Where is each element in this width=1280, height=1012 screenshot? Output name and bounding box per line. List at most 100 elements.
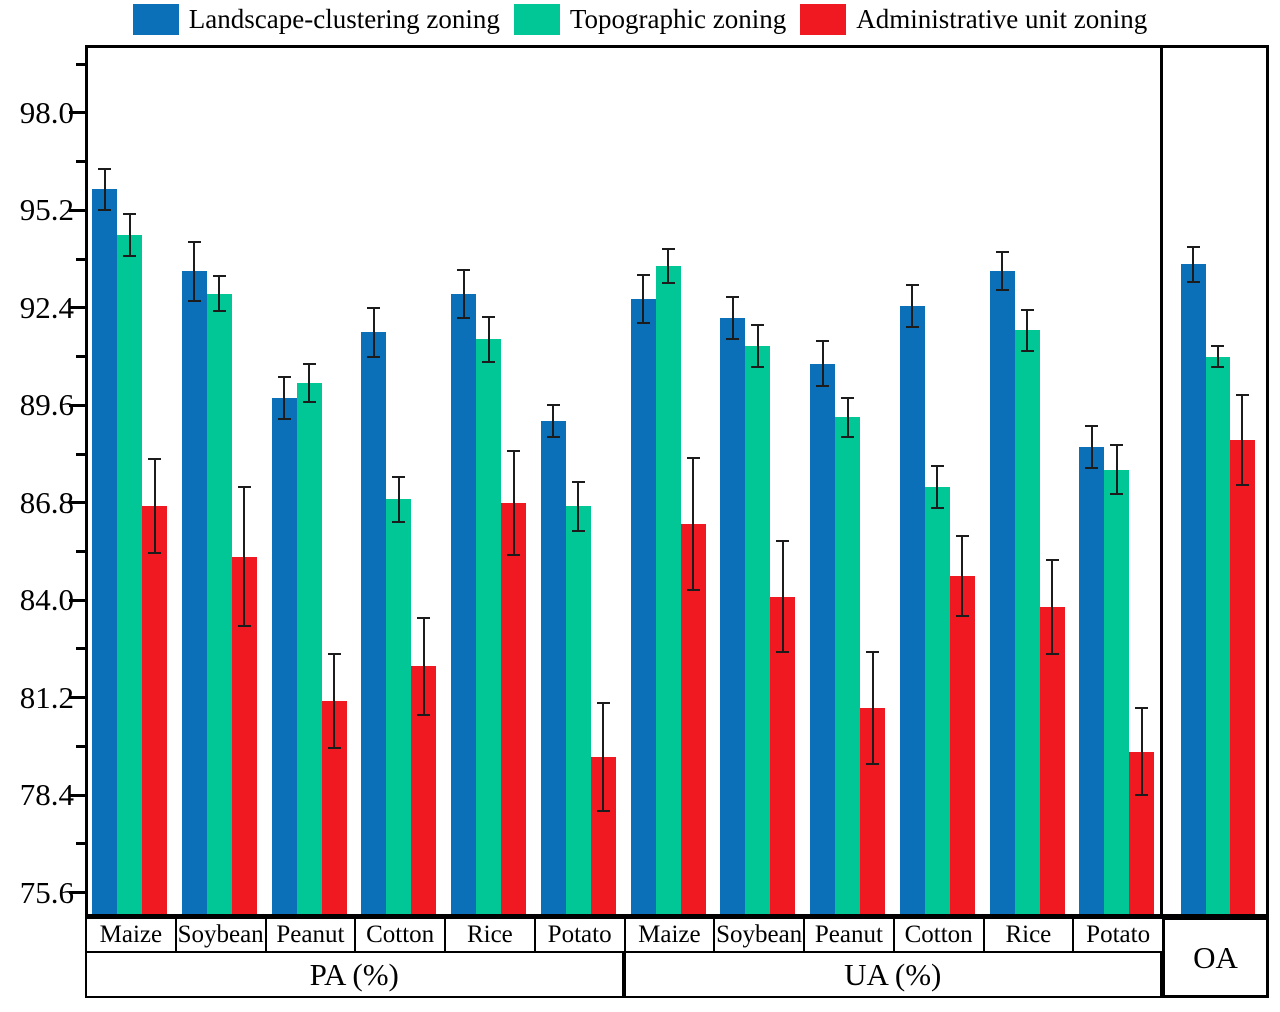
error-bar: [821, 340, 824, 387]
error-bar-cap: [995, 289, 1009, 292]
bar: [630, 299, 656, 917]
error-bar-cap: [1186, 245, 1200, 248]
error-bar: [218, 276, 221, 312]
error-bar: [193, 241, 196, 301]
y-tick-minor: [76, 647, 85, 651]
y-tick-major: [69, 403, 85, 407]
error-bar-cap: [636, 322, 650, 325]
error-bar: [333, 654, 335, 749]
error-bar-cap: [187, 299, 201, 302]
error-bar-cap: [507, 553, 520, 556]
bar: [271, 398, 297, 917]
legend-item-topographic: Topographic zoning: [513, 4, 787, 35]
bar: [386, 499, 412, 917]
bar: [1230, 440, 1255, 917]
bar: [835, 417, 860, 917]
error-bar: [283, 377, 285, 420]
y-tick-minor: [76, 355, 85, 359]
y-tick-label: 89.6: [19, 387, 74, 423]
bar: [1205, 356, 1230, 917]
error-bar-cap: [546, 404, 560, 407]
error-bar-cap: [212, 310, 226, 313]
category-cell: Maize: [85, 917, 177, 953]
bar: [1014, 330, 1040, 917]
error-bar: [667, 248, 669, 284]
error-bar-cap: [1110, 444, 1124, 447]
category-cell: Maize: [623, 917, 716, 953]
y-tick-label: 75.6: [19, 874, 74, 910]
bar: [720, 318, 746, 917]
error-bar: [692, 457, 694, 590]
error-bar: [1090, 426, 1093, 468]
chart-legend: Landscape-clustering zoning Topographic …: [0, 4, 1280, 35]
error-bar-cap: [148, 552, 161, 555]
error-bar: [1001, 252, 1003, 291]
error-bar: [1140, 708, 1143, 796]
error-bar-cap: [123, 254, 136, 257]
error-bar-cap: [661, 247, 675, 250]
error-bar-cap: [1211, 365, 1225, 368]
error-bar-cap: [955, 534, 969, 537]
bar: [899, 306, 925, 917]
bar: [810, 363, 835, 917]
error-bar-cap: [302, 362, 316, 365]
error-bar-cap: [686, 456, 700, 459]
error-bar-cap: [816, 339, 829, 342]
y-tick-minor: [76, 549, 85, 553]
legend-swatch-topographic-icon: [513, 4, 560, 35]
y-tick-label: 86.8: [19, 484, 74, 520]
bar: [361, 332, 387, 917]
y-tick-major: [69, 891, 85, 895]
y-tick-label: 98.0: [19, 94, 74, 130]
bar: [745, 346, 771, 917]
error-bar-cap: [751, 324, 765, 327]
plot-main: [85, 45, 1162, 917]
category-cell: Peanut: [264, 917, 357, 953]
error-bar: [128, 213, 131, 256]
bar: [501, 502, 526, 917]
error-bar: [756, 325, 759, 367]
error-bar-cap: [123, 212, 136, 215]
error-bar-cap: [1085, 425, 1099, 428]
error-bar: [243, 487, 246, 627]
error-bar-cap: [1045, 653, 1059, 656]
category-cell: Soybean: [713, 917, 805, 953]
error-bar-cap: [392, 475, 406, 478]
category-cell: Potato: [1072, 917, 1164, 953]
error-bar-cap: [1085, 466, 1099, 469]
error-bar: [846, 398, 849, 437]
bar: [540, 420, 566, 917]
y-tick-minor: [76, 62, 85, 66]
y-tick-major: [69, 793, 85, 797]
y-tick-major: [69, 111, 85, 115]
y-tick-label: 78.4: [19, 777, 74, 813]
error-bar: [936, 466, 939, 508]
error-bar: [961, 535, 964, 616]
plot-oa: [1162, 45, 1269, 917]
error-bar-cap: [1235, 484, 1249, 487]
error-bar: [103, 168, 106, 211]
error-bar: [462, 269, 465, 319]
error-bar: [397, 476, 400, 522]
category-cell: Rice: [444, 917, 536, 953]
error-bar: [1192, 246, 1195, 282]
error-bar-cap: [482, 315, 495, 318]
error-bar-cap: [726, 296, 740, 299]
error-bar: [1216, 346, 1219, 367]
error-bar-cap: [1020, 350, 1034, 353]
bar: [476, 339, 501, 917]
y-tick-minor: [76, 160, 85, 164]
legend-label: Topographic zoning: [569, 4, 787, 34]
error-bar-cap: [930, 506, 944, 509]
error-bar: [153, 459, 156, 554]
section-cell-ua: UA (%): [623, 951, 1162, 998]
bar: [989, 271, 1015, 917]
error-bar: [871, 652, 874, 764]
error-bar-cap: [367, 355, 381, 358]
y-tick-major: [69, 598, 85, 602]
bar: [949, 575, 975, 917]
error-bar-cap: [187, 240, 201, 243]
bar: [1104, 469, 1130, 917]
error-bar-cap: [596, 809, 610, 812]
